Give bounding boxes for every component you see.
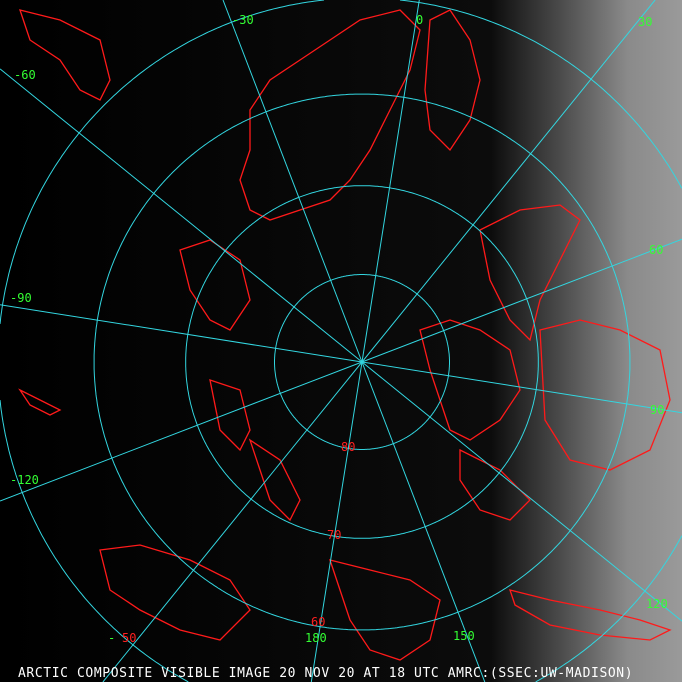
- coastline: [19, 9, 111, 101]
- coastline: [248, 438, 301, 522]
- coastline: [479, 204, 581, 342]
- coastline: [239, 9, 421, 221]
- latitude-circle-80: [274, 274, 450, 450]
- coastline: [509, 589, 672, 641]
- lat-label: 50: [122, 631, 137, 645]
- coastline: [459, 448, 531, 521]
- coastline: [539, 319, 671, 471]
- lat-label: 70: [327, 528, 342, 542]
- lat-label: 60: [311, 615, 326, 629]
- coastlines: [18, 9, 672, 661]
- coastline: [99, 544, 251, 641]
- meridian--150: [102, 361, 363, 682]
- lon-label: 0: [416, 13, 424, 27]
- meridian--90: [0, 304, 363, 363]
- image-caption: ARCTIC COMPOSITE VISIBLE IMAGE 20 NOV 20…: [18, 666, 634, 681]
- lon-label: 150: [453, 629, 475, 643]
- meridian--120: [0, 361, 363, 502]
- meridian-150: [361, 361, 486, 682]
- coastline: [209, 379, 251, 452]
- meridian--30: [222, 0, 363, 363]
- coastline: [424, 9, 481, 152]
- lon-label: -60: [14, 68, 36, 82]
- lon-label: 120: [646, 597, 668, 611]
- lat-label: 80: [341, 440, 356, 454]
- lon-label: -30: [232, 13, 254, 27]
- meridian-0: [361, 0, 420, 363]
- lon-label: 30: [638, 15, 653, 29]
- coastline: [18, 388, 62, 416]
- coastline: [329, 559, 441, 661]
- lon-label: 180: [305, 631, 327, 645]
- lon-label: 60: [649, 243, 664, 257]
- meridian-60: [361, 238, 682, 363]
- meridian-90: [361, 361, 682, 414]
- coastline: [419, 319, 521, 441]
- meridian-180: [310, 361, 363, 682]
- latitude-circle-60: [93, 93, 631, 631]
- meridian-120: [361, 361, 682, 622]
- lon-label: -120: [10, 473, 39, 487]
- meridian--60: [0, 68, 363, 363]
- lon-label: -90: [10, 291, 32, 305]
- lon-label: 90: [650, 403, 665, 417]
- meridian-30: [361, 0, 656, 363]
- latitude-circle-70: [185, 185, 539, 539]
- lon-label: -: [108, 631, 116, 645]
